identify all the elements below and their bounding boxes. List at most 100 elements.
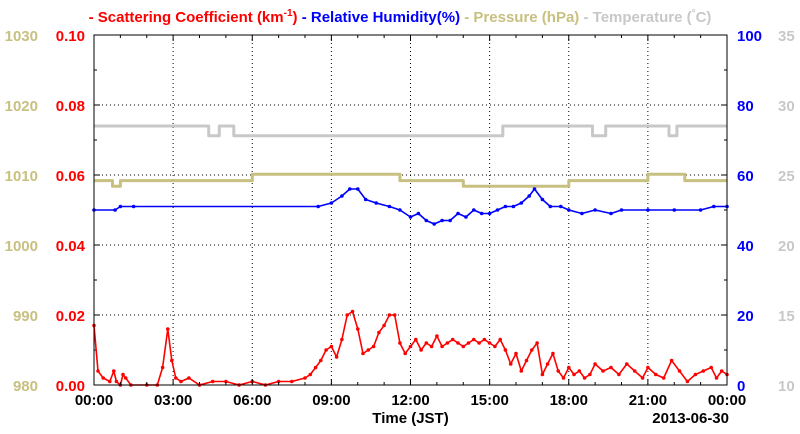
series-point-scattering-coefficient <box>493 344 497 349</box>
legend-suffix: C) <box>696 9 712 26</box>
series-point-scattering-coefficient <box>101 376 105 380</box>
series-point-scattering-coefficient <box>669 358 674 363</box>
legend-dash: - <box>298 9 311 26</box>
series-point-relative-humidity <box>559 204 563 209</box>
series-point-scattering-coefficient <box>477 341 481 345</box>
left-axes-ticks: 980 0.00 990 0.02 1000 0.04 1010 0.06 1020 0.08 10… <box>5 28 100 395</box>
series-point-scattering-coefficient <box>545 362 550 366</box>
series-point-relative-humidity <box>567 208 571 212</box>
series-point-relative-humidity <box>698 208 703 212</box>
series-point-scattering-coefficient <box>551 351 555 356</box>
series-point-scattering-coefficient <box>625 362 629 366</box>
series-point-relative-humidity <box>329 201 334 205</box>
series-point-scattering-coefficient <box>588 372 592 377</box>
series-point-scattering-coefficient <box>472 337 476 342</box>
series-point-scattering-coefficient <box>345 313 350 317</box>
series-point-scattering-coefficient <box>661 376 666 380</box>
humidity-tick-label: 80 <box>737 98 754 115</box>
series-point-scattering-coefficient <box>556 369 560 373</box>
series-point-scattering-coefficient <box>303 376 307 380</box>
series-point-relative-humidity <box>432 222 437 226</box>
legend-entry-2: Pressure (hPa) <box>473 9 579 26</box>
grid <box>94 35 727 385</box>
legend-superscript: ° <box>692 8 696 19</box>
series-point-scattering-coefficient <box>340 337 344 342</box>
series-point-relative-humidity <box>416 211 421 216</box>
series-point-scattering-coefficient <box>308 372 313 377</box>
series-point-scattering-coefficient <box>313 365 318 370</box>
series-point-scattering-coefficient <box>334 355 339 359</box>
series-point-relative-humidity <box>646 208 650 212</box>
series-point-scattering-coefficient <box>582 376 587 380</box>
series-point-relative-humidity <box>363 197 368 202</box>
series-point-scattering-coefficient <box>466 341 471 345</box>
pressure-tick-label: 1010 <box>5 168 38 185</box>
series-point-scattering-coefficient <box>350 309 355 314</box>
series-point-relative-humidity <box>712 204 716 209</box>
series-point-scattering-coefficient <box>601 369 605 373</box>
series-point-scattering-coefficient <box>429 344 434 349</box>
series-point-scattering-coefficient <box>435 334 439 338</box>
series-point-scattering-coefficient <box>112 369 116 373</box>
x-axis-label: Time (JST) <box>372 410 448 427</box>
series-line-scattering-coefficient <box>93 310 728 386</box>
series-point-relative-humidity <box>464 215 468 219</box>
series-point-scattering-coefficient <box>530 348 534 352</box>
series-point-relative-humidity <box>448 218 452 223</box>
scattering-tick-label: 0.06 <box>56 168 85 185</box>
series-point-scattering-coefficient <box>456 341 460 345</box>
pressure-tick-label: 990 <box>13 308 38 325</box>
series-point-scattering-coefficient <box>445 341 450 345</box>
series-point-relative-humidity <box>548 204 553 209</box>
series-point-scattering-coefficient <box>160 365 165 370</box>
series-point-scattering-coefficient <box>719 369 724 373</box>
series-point-scattering-coefficient <box>108 379 112 384</box>
series-point-scattering-coefficient <box>503 348 508 352</box>
date-label: 2013-06-30 <box>652 410 729 427</box>
series-point-scattering-coefficient <box>224 379 228 384</box>
series-point-relative-humidity <box>495 208 500 212</box>
series-point-scattering-coefficient <box>482 337 487 342</box>
legend-entry-1: Relative Humidity(%) <box>311 9 460 26</box>
series-point-relative-humidity <box>532 187 537 191</box>
series-point-scattering-coefficient <box>123 376 128 380</box>
x-tick-label: 00:00 <box>708 392 746 409</box>
series-point-scattering-coefficient <box>524 358 529 363</box>
series-point-scattering-coefficient <box>640 376 645 380</box>
legend-dash: - <box>460 9 473 26</box>
legend-dash: - <box>579 9 592 26</box>
series-point-scattering-coefficient <box>403 351 408 356</box>
series-point-scattering-coefficient <box>609 365 613 370</box>
series-point-relative-humidity <box>113 208 117 212</box>
series-point-scattering-coefficient <box>440 344 444 349</box>
series-point-scattering-coefficient <box>593 362 597 366</box>
series-point-scattering-coefficient <box>170 358 174 363</box>
series-point-relative-humidity <box>408 215 413 219</box>
series-point-scattering-coefficient <box>519 369 524 373</box>
series-line-pressure <box>94 172 727 188</box>
series-point-relative-humidity <box>118 204 123 209</box>
pressure-tick-label: 1020 <box>5 98 38 115</box>
series-point-scattering-coefficient <box>577 369 582 373</box>
x-tick-label: 12:00 <box>391 392 429 409</box>
temperature-tick-label: 10 <box>778 378 795 395</box>
series-point-scattering-coefficient <box>96 369 100 373</box>
series-point-scattering-coefficient <box>646 365 650 370</box>
series-point-scattering-coefficient <box>290 379 294 384</box>
series-line-temperature <box>94 124 727 138</box>
series-point-relative-humidity <box>619 208 624 212</box>
temperature-tick-label: 15 <box>778 308 795 325</box>
series-point-scattering-coefficient <box>121 372 125 377</box>
series-point-scattering-coefficient <box>392 313 397 317</box>
series-point-scattering-coefficient <box>210 379 215 384</box>
series-point-scattering-coefficient <box>366 348 371 352</box>
series-point-scattering-coefficient <box>179 379 183 384</box>
pressure-tick-label: 1000 <box>5 238 38 255</box>
series-point-scattering-coefficient <box>693 372 698 377</box>
series-point-scattering-coefficient <box>377 330 381 335</box>
series-point-scattering-coefficient <box>632 369 637 373</box>
series-point-scattering-coefficient <box>561 376 566 380</box>
humidity-tick-label: 40 <box>737 238 754 255</box>
series-point-scattering-coefficient <box>424 341 429 345</box>
